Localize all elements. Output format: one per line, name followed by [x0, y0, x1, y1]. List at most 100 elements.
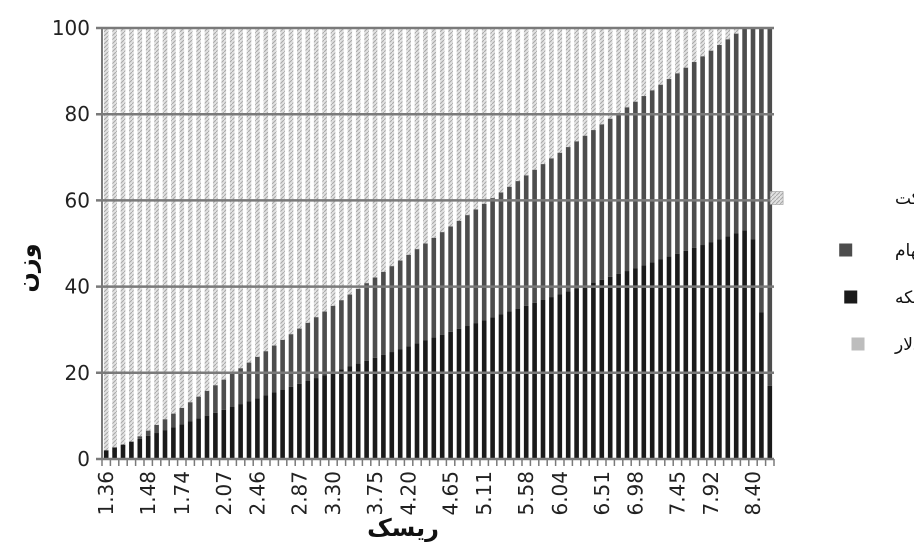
- bar-coin: [204, 415, 210, 459]
- bar-bond: [330, 28, 336, 306]
- bar-bond: [557, 28, 563, 153]
- x-tick-label: 7.92: [699, 471, 723, 516]
- bar-bond: [473, 28, 479, 210]
- bar-stock: [540, 164, 546, 300]
- bar-stock: [355, 288, 361, 364]
- bar-coin: [162, 430, 168, 459]
- bar-coin: [490, 317, 495, 459]
- bar-stock: [448, 226, 453, 332]
- bar-stock: [683, 67, 689, 251]
- bar-bond: [540, 28, 546, 165]
- bar-stock: [406, 254, 411, 347]
- bar-coin: [708, 242, 714, 459]
- bar-stock: [767, 28, 773, 386]
- legend-swatch: [839, 243, 853, 257]
- bar-coin: [717, 239, 722, 459]
- bar-stock: [297, 328, 302, 384]
- bar-bond: [221, 28, 227, 380]
- legend: اوراق مشارکت سهام سکه دلار: [769, 189, 914, 355]
- y-tick-label: 20: [65, 361, 90, 385]
- bar-stock: [423, 243, 428, 341]
- bar-bond: [498, 28, 504, 193]
- bar-bond: [439, 28, 445, 233]
- bar-stock: [465, 215, 470, 327]
- x-axis: 1.36 1.48 1.74 2.07 2.46 2.87 3.30 3.75 4.20 4.65…: [94, 459, 775, 516]
- bar-coin: [439, 334, 445, 459]
- bar-coin: [532, 302, 537, 459]
- bar-coin: [473, 323, 479, 459]
- bar-coin: [666, 256, 672, 459]
- bar-bond: [238, 28, 243, 369]
- bar-bond: [633, 28, 638, 102]
- bar-coin: [196, 418, 201, 459]
- x-tick-label: 5.58: [514, 471, 538, 516]
- bar-stock: [742, 28, 747, 231]
- bar-stock: [171, 413, 176, 428]
- bar-bond: [305, 28, 311, 323]
- bar-coin: [616, 273, 621, 459]
- bar-coin: [456, 328, 462, 459]
- bar-bond: [171, 28, 176, 414]
- bar-stock: [481, 203, 487, 321]
- bar-coin: [767, 385, 773, 459]
- bar-stock: [523, 175, 529, 306]
- bar-stock: [221, 379, 227, 410]
- x-tick-label: 7.45: [665, 471, 689, 516]
- y-tick-label: 80: [65, 102, 90, 126]
- bar-coin: [221, 409, 227, 459]
- bar-stock: [330, 305, 336, 373]
- bar-coin: [565, 291, 571, 459]
- bar-stock: [759, 28, 764, 313]
- bar-bond: [213, 28, 218, 386]
- bar-stock: [213, 385, 218, 413]
- x-tick-label: 8.40: [741, 471, 765, 516]
- bar-coin: [523, 305, 529, 459]
- bar-bond: [649, 28, 655, 91]
- bar-bond: [389, 28, 395, 267]
- bar-stock: [246, 362, 252, 402]
- bar-coin: [263, 395, 269, 459]
- x-tick-label: 1.36: [94, 471, 118, 516]
- bar-coin: [347, 366, 353, 459]
- bar-coin: [297, 383, 302, 459]
- bar-coin: [675, 253, 680, 459]
- bar-bond: [666, 28, 672, 80]
- bar-coin: [120, 444, 126, 459]
- bar-stock: [700, 56, 705, 246]
- bar-stock: [658, 84, 663, 260]
- bar-coin: [725, 236, 731, 459]
- bar-bond: [423, 28, 428, 244]
- bar-bond: [607, 28, 613, 119]
- bar-stock: [154, 424, 159, 434]
- bar-stock: [532, 169, 537, 303]
- bar-coin: [145, 435, 151, 459]
- bar-coin: [313, 378, 319, 459]
- bar-bond: [599, 28, 605, 125]
- bar-bond: [196, 28, 201, 397]
- bar-bond: [582, 28, 588, 136]
- bar-stock: [313, 317, 319, 379]
- bar-coin: [759, 312, 764, 459]
- x-axis-title: ریسک: [367, 514, 439, 542]
- plot-background: [102, 28, 774, 459]
- bar-bond: [381, 28, 386, 272]
- bar-bond: [456, 28, 462, 221]
- bar-stock: [397, 260, 403, 350]
- bar-coin: [540, 299, 546, 459]
- bar-coin: [591, 282, 596, 459]
- bar-bond: [658, 28, 663, 85]
- bar-stock: [666, 79, 672, 257]
- bar-stock: [162, 419, 168, 431]
- bar-stock: [649, 90, 655, 263]
- bar-stock: [750, 28, 756, 240]
- bar-bond: [339, 28, 344, 301]
- bar-bond: [683, 28, 689, 68]
- bar-coin: [397, 349, 403, 459]
- plot-area: [96, 26, 774, 461]
- bar-bond: [271, 28, 277, 346]
- x-tick-label: 1.74: [170, 471, 194, 516]
- bar-bond: [246, 28, 252, 363]
- y-tick-label: 100: [52, 16, 90, 40]
- bar-coin: [683, 250, 689, 459]
